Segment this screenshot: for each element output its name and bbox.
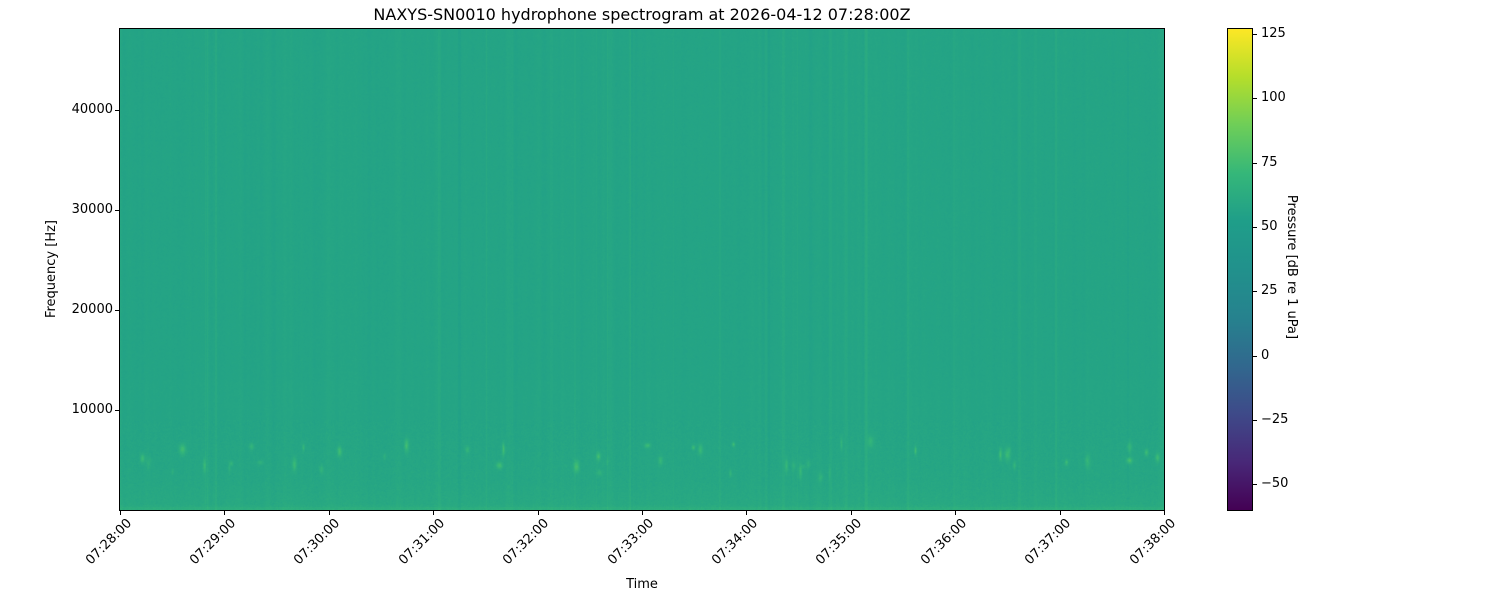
colorbar-tick-mark xyxy=(1253,162,1257,164)
colorbar-tick-mark xyxy=(1253,34,1257,36)
y-axis-label: Frequency [Hz] xyxy=(44,219,59,319)
y-tick-label: 30000 xyxy=(71,202,113,217)
colorbar-tick-label: 50 xyxy=(1261,219,1278,235)
x-tick-label: 07:29:00 xyxy=(187,516,240,568)
colorbar-tick-label: 0 xyxy=(1261,347,1270,363)
colorbar-tick-mark xyxy=(1253,484,1257,486)
y-tick-label: 40000 xyxy=(71,102,113,117)
x-tick-label: 07:35:00 xyxy=(813,516,866,568)
chart-title: NAXYS-SN0010 hydrophone spectrogram at 2… xyxy=(373,5,911,24)
x-tick-label: 07:36:00 xyxy=(917,516,970,568)
colorbar-tick-label: −25 xyxy=(1261,412,1289,427)
y-tick-mark xyxy=(115,210,119,211)
x-tick-mark xyxy=(224,511,226,515)
spectrogram-plot-area xyxy=(119,28,1165,511)
x-tick-mark xyxy=(433,511,435,515)
x-tick-label: 07:28:00 xyxy=(82,516,135,568)
y-tick-mark xyxy=(115,110,119,111)
colorbar-tick-label: 125 xyxy=(1261,26,1286,42)
x-tick-label: 07:38:00 xyxy=(1126,516,1179,568)
x-tick-mark xyxy=(537,511,539,515)
x-tick-label: 07:33:00 xyxy=(604,516,657,568)
colorbar-tick-mark xyxy=(1253,355,1257,357)
x-tick-label: 07:34:00 xyxy=(709,516,762,568)
y-tick-mark xyxy=(115,310,119,311)
x-tick-mark xyxy=(1164,511,1165,515)
colorbar-tick-label: −50 xyxy=(1261,476,1289,492)
y-tick-mark xyxy=(115,410,119,411)
colorbar-tick-mark xyxy=(1253,420,1257,421)
x-axis-label: Time xyxy=(626,577,658,592)
colorbar xyxy=(1227,28,1253,511)
x-tick-label: 07:30:00 xyxy=(291,516,344,568)
colorbar-tick-label: 75 xyxy=(1261,154,1278,170)
y-tick-label: 10000 xyxy=(71,402,113,417)
colorbar-tick-label: 25 xyxy=(1261,283,1278,299)
x-tick-label: 07:32:00 xyxy=(500,516,553,568)
x-tick-label: 07:31:00 xyxy=(395,516,448,568)
x-tick-mark xyxy=(955,511,957,515)
spectrogram-heatmap xyxy=(120,29,1164,510)
x-tick-mark xyxy=(642,511,643,515)
colorbar-tick-mark xyxy=(1253,291,1257,293)
x-tick-mark xyxy=(1059,511,1061,515)
x-tick-label: 07:37:00 xyxy=(1022,516,1075,568)
x-tick-mark xyxy=(328,511,330,515)
x-tick-mark xyxy=(850,511,852,515)
colorbar-label: Pressure [dB re 1 uPa] xyxy=(1284,194,1299,340)
colorbar-tick-mark xyxy=(1253,98,1257,100)
colorbar-tick-label: 100 xyxy=(1261,90,1286,106)
x-tick-mark xyxy=(120,511,121,515)
y-tick-label: 20000 xyxy=(71,302,113,317)
x-tick-mark xyxy=(746,511,748,515)
colorbar-tick-mark xyxy=(1253,227,1257,229)
